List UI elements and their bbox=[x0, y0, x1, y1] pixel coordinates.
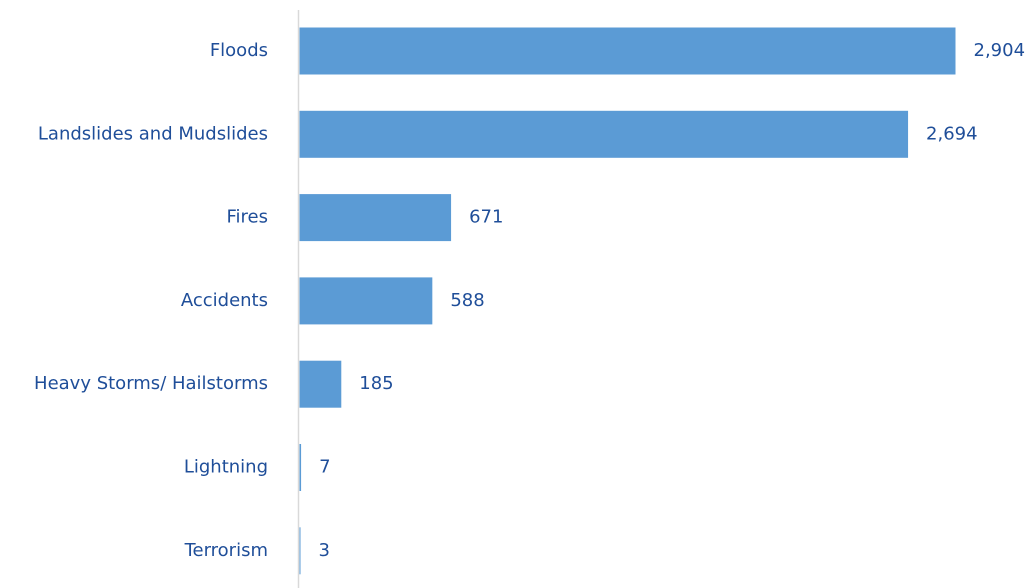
value-label: 671 bbox=[469, 207, 503, 228]
category-label: Landslides and Mudslides bbox=[38, 123, 268, 144]
value-label: 7 bbox=[319, 457, 330, 478]
bars-group bbox=[299, 27, 956, 575]
value-label: 2,694 bbox=[926, 123, 978, 144]
bar-lightning bbox=[299, 444, 302, 491]
value-label: 2,904 bbox=[974, 40, 1026, 61]
category-label: Lightning bbox=[184, 457, 268, 478]
value-label: 588 bbox=[450, 290, 484, 311]
value-label: 3 bbox=[319, 540, 330, 561]
value-label: 185 bbox=[359, 373, 393, 394]
bar-fires bbox=[299, 194, 452, 242]
category-label: Terrorism bbox=[184, 540, 268, 561]
bar-landslides-and-mudslides bbox=[299, 110, 909, 158]
category-label: Fires bbox=[226, 207, 268, 228]
category-label: Heavy Storms/ Hailstorms bbox=[34, 373, 268, 394]
category-label: Accidents bbox=[181, 290, 268, 311]
bar-terrorism bbox=[299, 527, 301, 575]
bar-accidents bbox=[299, 277, 433, 325]
bar-floods bbox=[299, 27, 956, 75]
category-labels-group: Floods Landslides and Mudslides Fires Accid… bbox=[34, 40, 268, 561]
bar-heavy-storms-hailstorms bbox=[299, 360, 342, 408]
category-label: Floods bbox=[210, 40, 268, 61]
value-labels-group: 2,904 2,694 671 588 185 7 3 bbox=[319, 40, 1026, 561]
